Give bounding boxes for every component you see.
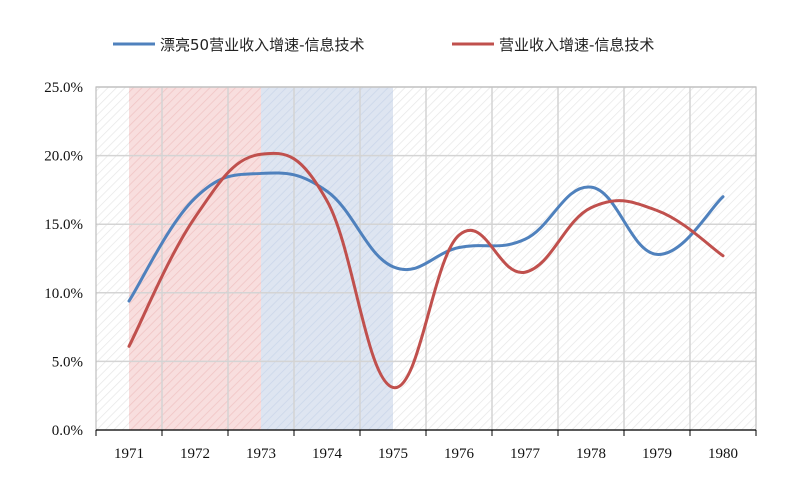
x-tick-label-6: 1976: [444, 446, 475, 462]
y-tick-label-2: 10.0%: [44, 286, 83, 302]
y-tick-label-4: 20.0%: [44, 149, 83, 165]
legend-label-series-2: 营业收入增速-信息技术: [499, 36, 654, 54]
x-tick-label-2: 1972: [180, 446, 210, 462]
x-tick-label-3: 1973: [246, 446, 276, 462]
y-tick-label-3: 15.0%: [44, 217, 83, 233]
x-tick-label-10: 1980: [708, 446, 738, 462]
series-line-2: [127, 151, 725, 389]
x-tick-label-5: 1975: [378, 446, 408, 462]
legend-item-series-1: 漂亮50营业收入增速-信息技术: [113, 36, 365, 54]
legend: 漂亮50营业收入增速-信息技术 营业收入增速-信息技术: [113, 36, 654, 54]
x-tick-label-8: 1978: [576, 446, 606, 462]
y-tick-label-0: 0.0%: [52, 423, 83, 439]
legend-label-series-1: 漂亮50营业收入增速-信息技术: [160, 36, 365, 54]
shaded-region-1: [129, 87, 261, 430]
plot-area: 0.0% 5.0% 10.0% 15.0% 20.0% 25.0% 1971 1972 1973…: [44, 80, 757, 462]
y-tick-label-1: 5.0%: [52, 354, 83, 370]
y-tick-label-5: 25.0%: [44, 80, 83, 96]
x-tick-label-1: 1971: [114, 446, 144, 462]
legend-item-series-2: 营业收入增速-信息技术: [452, 36, 654, 54]
x-tick-label-4: 1974: [312, 446, 343, 462]
shaded-region-2: [261, 87, 393, 430]
x-tick-label-9: 1979: [642, 446, 672, 462]
x-tick-label-7: 1977: [510, 446, 541, 462]
